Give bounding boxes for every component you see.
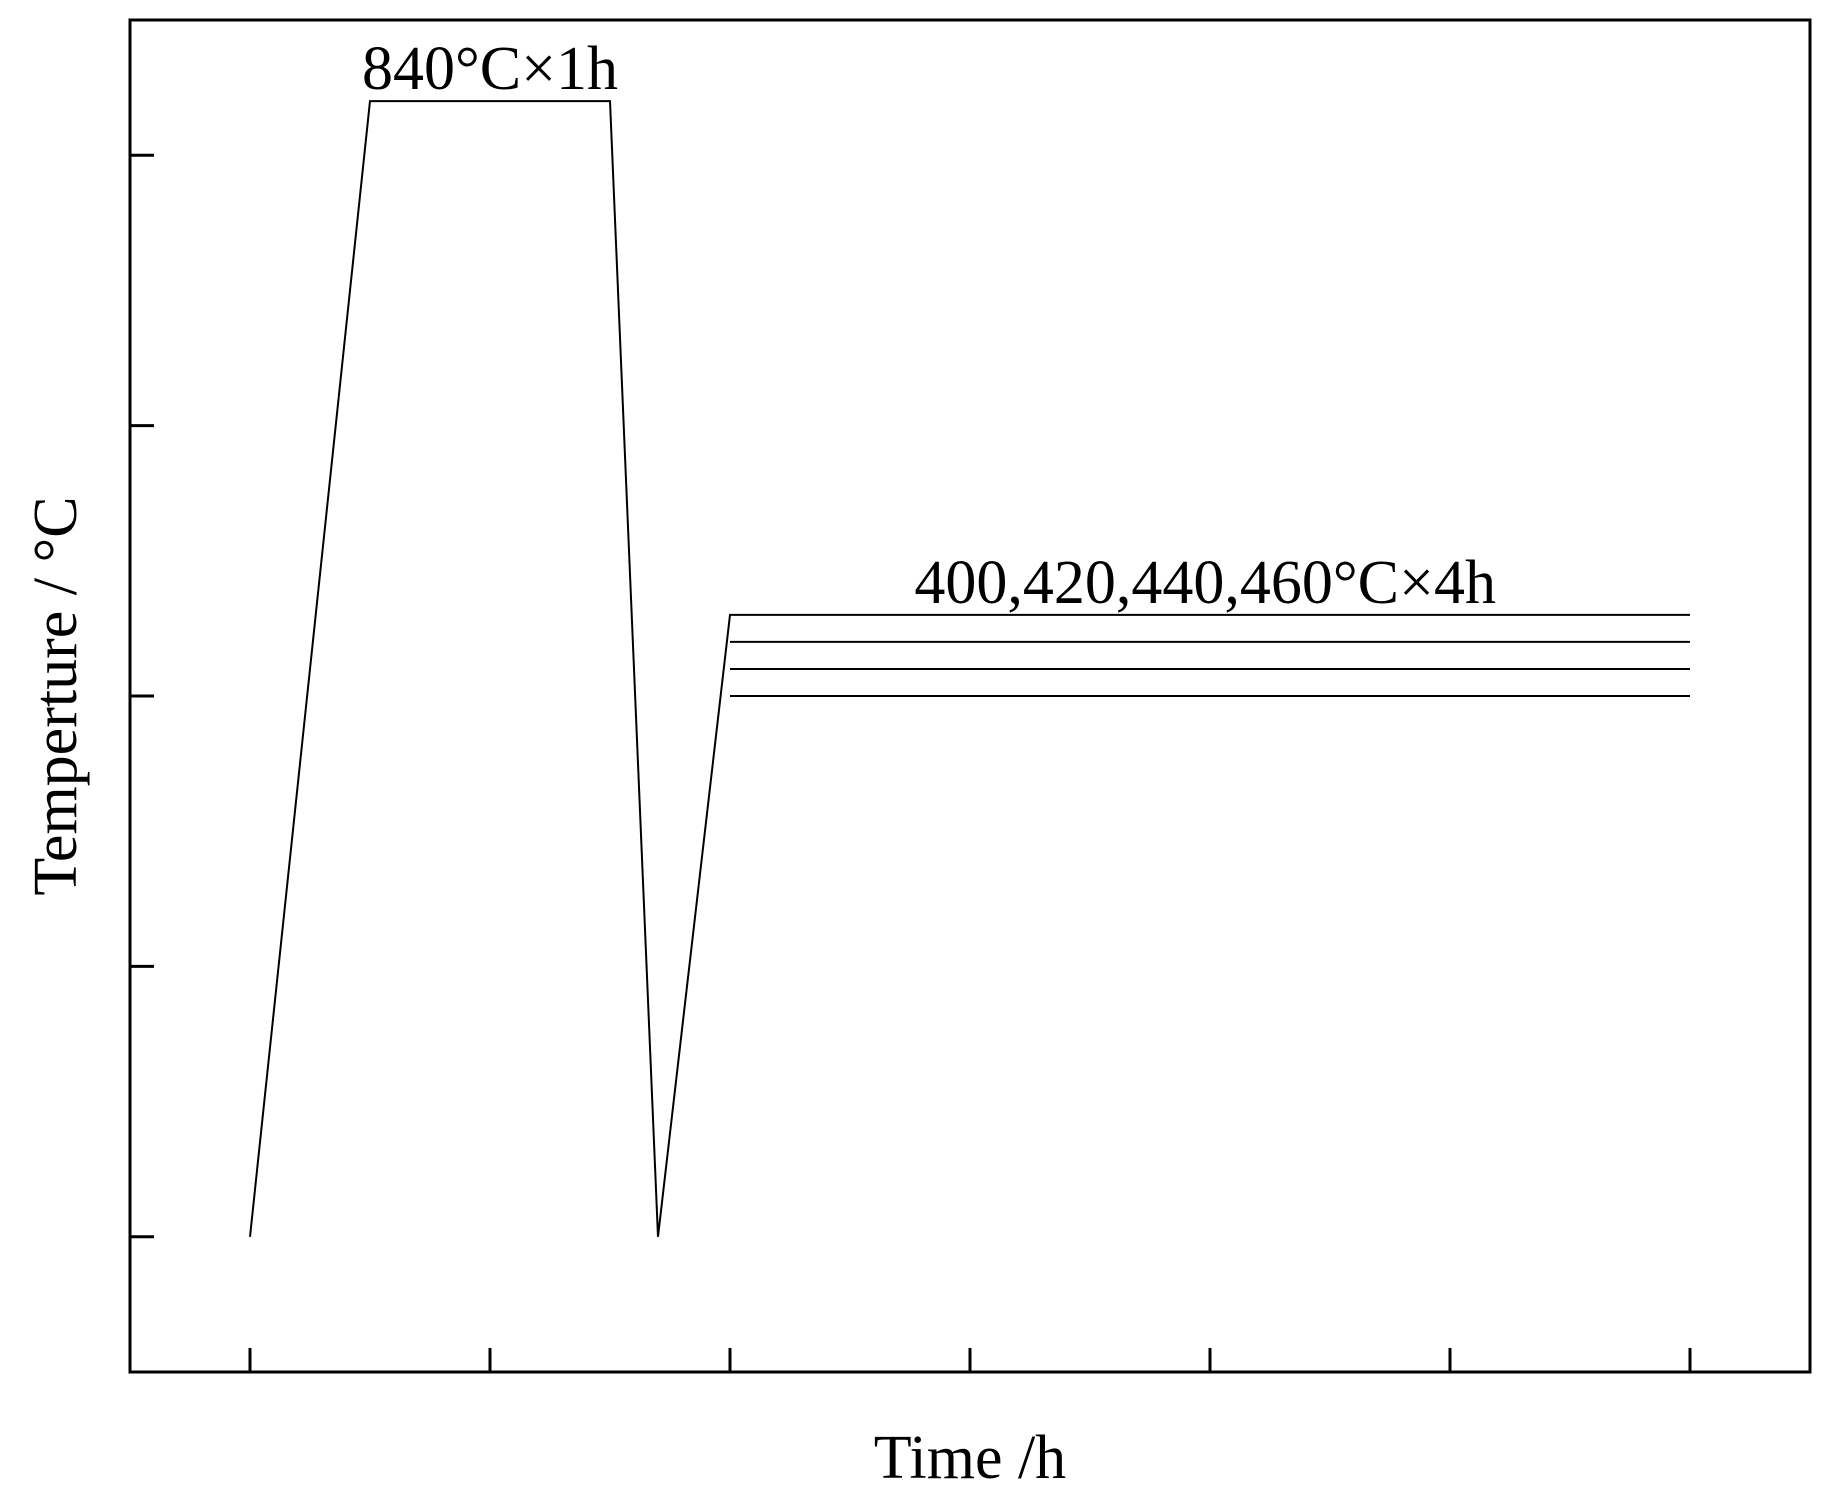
annotations: 840°C×1h 400,420,440,460°C×4h bbox=[362, 35, 1496, 617]
y-axis-label: Temperture / °C bbox=[22, 496, 90, 895]
series-line-0 bbox=[249, 100, 1690, 1237]
annotation-0: 840°C×1h bbox=[362, 35, 618, 103]
axis-ticks bbox=[130, 153, 1692, 1372]
annotation-1: 400,420,440,460°C×4h bbox=[914, 549, 1496, 617]
series-lines bbox=[249, 100, 1690, 1237]
x-axis-label: Time /h bbox=[874, 1424, 1066, 1492]
